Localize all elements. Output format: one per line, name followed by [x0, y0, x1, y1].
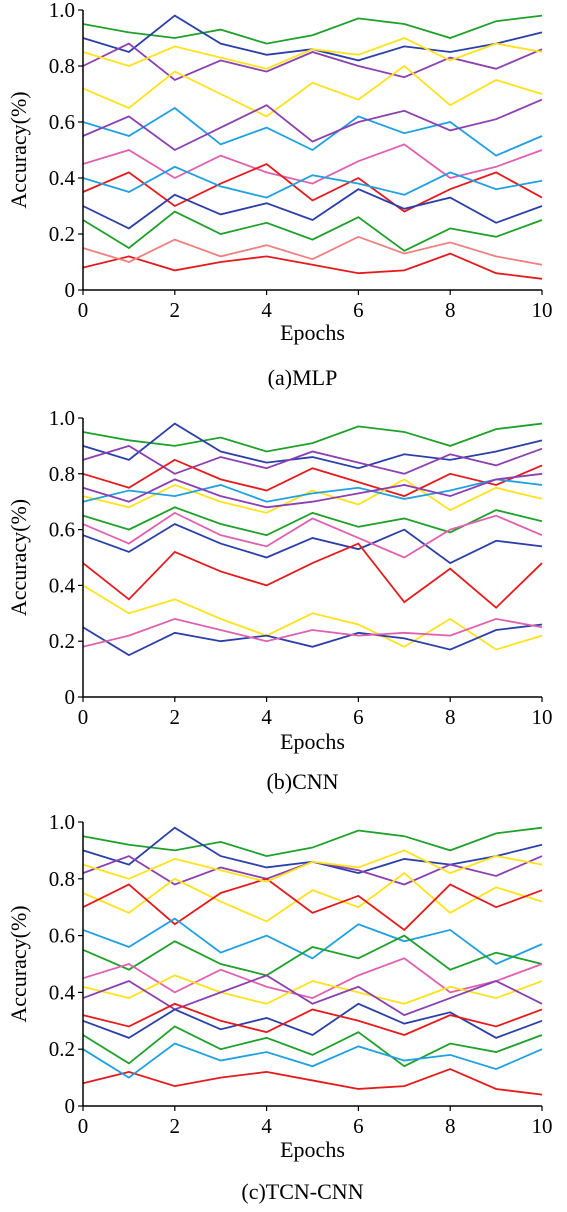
data-line [82, 165, 543, 199]
data-line [82, 1068, 543, 1096]
x-tick-label: 10 [532, 298, 553, 322]
data-line [82, 871, 543, 923]
y-tick-label: 1.0 [49, 810, 75, 834]
x-tick-label: 6 [353, 1114, 364, 1138]
y-tick-label: 1.0 [49, 406, 75, 430]
data-line [82, 458, 543, 498]
x-tick-label: 10 [532, 1114, 553, 1138]
x-axis-title: Epochs [280, 1137, 345, 1162]
x-tick-label: 2 [170, 1114, 181, 1138]
data-line [82, 617, 543, 648]
x-tick-label: 10 [532, 705, 553, 729]
y-tick-label: 0 [65, 1094, 76, 1118]
y-tick-label: 0.4 [49, 980, 76, 1004]
data-line [82, 934, 543, 977]
data-line [82, 1042, 543, 1079]
caption: (a)MLP [268, 365, 338, 390]
y-axis-title: Accuracy(%) [6, 91, 31, 208]
x-axis-title: Epochs [280, 320, 345, 345]
x-tick-label: 2 [170, 298, 181, 322]
data-line [82, 444, 543, 475]
data-line [82, 14, 543, 45]
y-axis-title: Accuracy(%) [6, 499, 31, 616]
data-line [82, 42, 543, 82]
data-line [82, 917, 543, 966]
data-line [82, 1002, 543, 1036]
x-tick-label: 0 [78, 705, 89, 729]
x-tick-label: 0 [78, 298, 89, 322]
x-tick-label: 4 [261, 1114, 272, 1138]
y-tick-label: 0.4 [49, 166, 76, 190]
y-tick-label: 1.0 [49, 0, 75, 22]
x-tick-label: 4 [261, 298, 272, 322]
data-line [82, 143, 543, 185]
data-line [82, 478, 543, 503]
data-line [82, 1002, 543, 1039]
data-line [82, 623, 543, 657]
data-line [82, 506, 543, 537]
data-line [82, 542, 543, 609]
data-line [82, 974, 543, 1005]
caption: (b)CNN [266, 769, 338, 794]
x-axis-title: Epochs [280, 729, 345, 754]
y-tick-label: 0.6 [49, 924, 75, 948]
data-line [82, 1025, 543, 1068]
y-tick-label: 0 [65, 685, 76, 709]
panel: 0 0.2 0.4 0.6 0.8 1.0 0 2 4 6 8 10 Epochs Accuracy(%)… [6, 810, 553, 1204]
data-line [82, 826, 543, 858]
y-tick-label: 0 [65, 278, 76, 302]
y-tick-label: 0.8 [49, 867, 75, 891]
y-tick-label: 0.6 [49, 518, 75, 542]
y-tick-label: 0.4 [49, 573, 76, 597]
x-tick-label: 8 [445, 298, 456, 322]
x-tick-label: 8 [445, 1114, 456, 1138]
data-line [82, 472, 543, 509]
y-tick-label: 0.8 [49, 54, 75, 78]
x-tick-label: 0 [78, 1114, 89, 1138]
data-line [82, 422, 543, 453]
x-tick-label: 6 [353, 298, 364, 322]
caption: (c)TCN-CNN [241, 1179, 363, 1204]
data-line [82, 511, 543, 559]
x-tick-label: 2 [170, 705, 181, 729]
y-tick-label: 0.2 [49, 222, 75, 246]
x-tick-label: 4 [261, 705, 272, 729]
y-tick-label: 0.8 [49, 462, 75, 486]
data-line [82, 422, 543, 470]
data-line [82, 14, 543, 62]
data-line [82, 252, 543, 280]
data-line [82, 877, 543, 932]
y-tick-label: 0.6 [49, 110, 75, 134]
data-line [82, 188, 543, 230]
y-tick-label: 0.2 [49, 1037, 75, 1061]
data-line [82, 162, 543, 213]
x-tick-label: 6 [353, 705, 364, 729]
panel: 0 0.2 0.4 0.6 0.8 1.0 0 2 4 6 8 10 Epochs Accuracy(%)… [6, 0, 553, 390]
data-line [82, 98, 543, 152]
data-line [82, 478, 543, 514]
panel: 0 0.2 0.4 0.6 0.8 1.0 0 2 4 6 8 10 Epochs Accuracy(%)… [6, 406, 553, 794]
data-line [82, 64, 543, 118]
data-line [82, 523, 543, 565]
data-line [82, 826, 543, 875]
x-tick-label: 8 [445, 705, 456, 729]
y-axis-title: Accuracy(%) [6, 905, 31, 1022]
data-line [82, 210, 543, 252]
data-line [82, 849, 543, 883]
data-line [82, 106, 543, 157]
data-line [82, 235, 543, 266]
data-line [82, 37, 543, 70]
data-line [82, 974, 543, 1017]
y-tick-label: 0.2 [49, 629, 75, 653]
